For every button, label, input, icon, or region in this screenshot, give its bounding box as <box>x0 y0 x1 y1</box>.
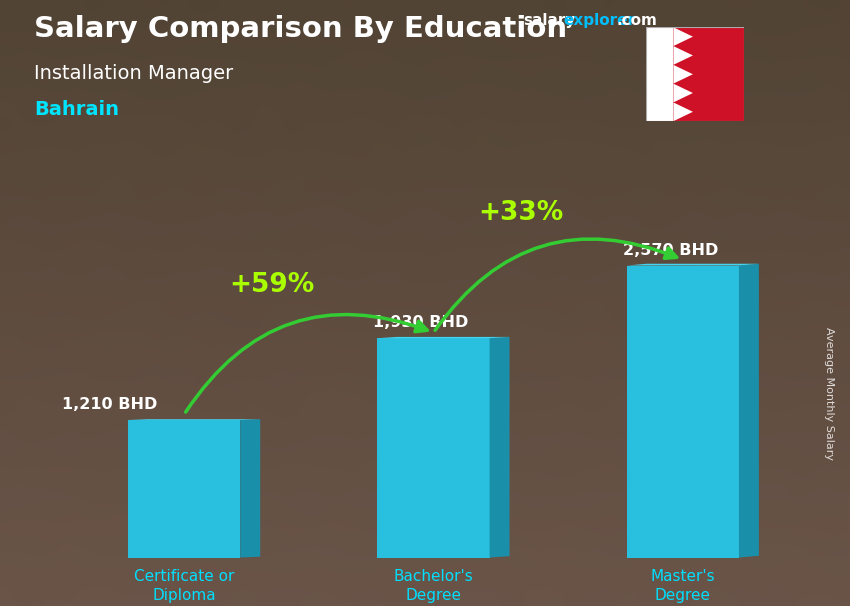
Bar <box>673 27 744 121</box>
Polygon shape <box>377 337 509 338</box>
Bar <box>128 420 241 558</box>
Polygon shape <box>673 46 693 65</box>
Polygon shape <box>739 264 759 558</box>
Polygon shape <box>673 84 693 102</box>
Text: +59%: +59% <box>229 273 314 298</box>
Text: Bahrain: Bahrain <box>34 100 119 119</box>
Polygon shape <box>128 419 260 420</box>
Text: Salary Comparison By Education: Salary Comparison By Education <box>34 15 567 43</box>
Text: +33%: +33% <box>479 200 564 226</box>
Polygon shape <box>673 102 693 121</box>
Bar <box>377 338 490 558</box>
Polygon shape <box>673 65 693 84</box>
Text: Average Monthly Salary: Average Monthly Salary <box>824 327 834 461</box>
Polygon shape <box>490 337 509 558</box>
Text: salary: salary <box>523 13 575 28</box>
Text: Installation Manager: Installation Manager <box>34 64 233 82</box>
Bar <box>646 27 673 121</box>
Polygon shape <box>673 27 693 46</box>
Text: 1,210 BHD: 1,210 BHD <box>62 397 157 412</box>
Polygon shape <box>241 419 260 558</box>
Text: 1,930 BHD: 1,930 BHD <box>373 315 468 330</box>
Text: explorer: explorer <box>564 13 636 28</box>
Polygon shape <box>626 264 759 265</box>
Bar <box>626 265 739 558</box>
Text: .com: .com <box>616 13 657 28</box>
Text: 2,570 BHD: 2,570 BHD <box>623 242 718 258</box>
